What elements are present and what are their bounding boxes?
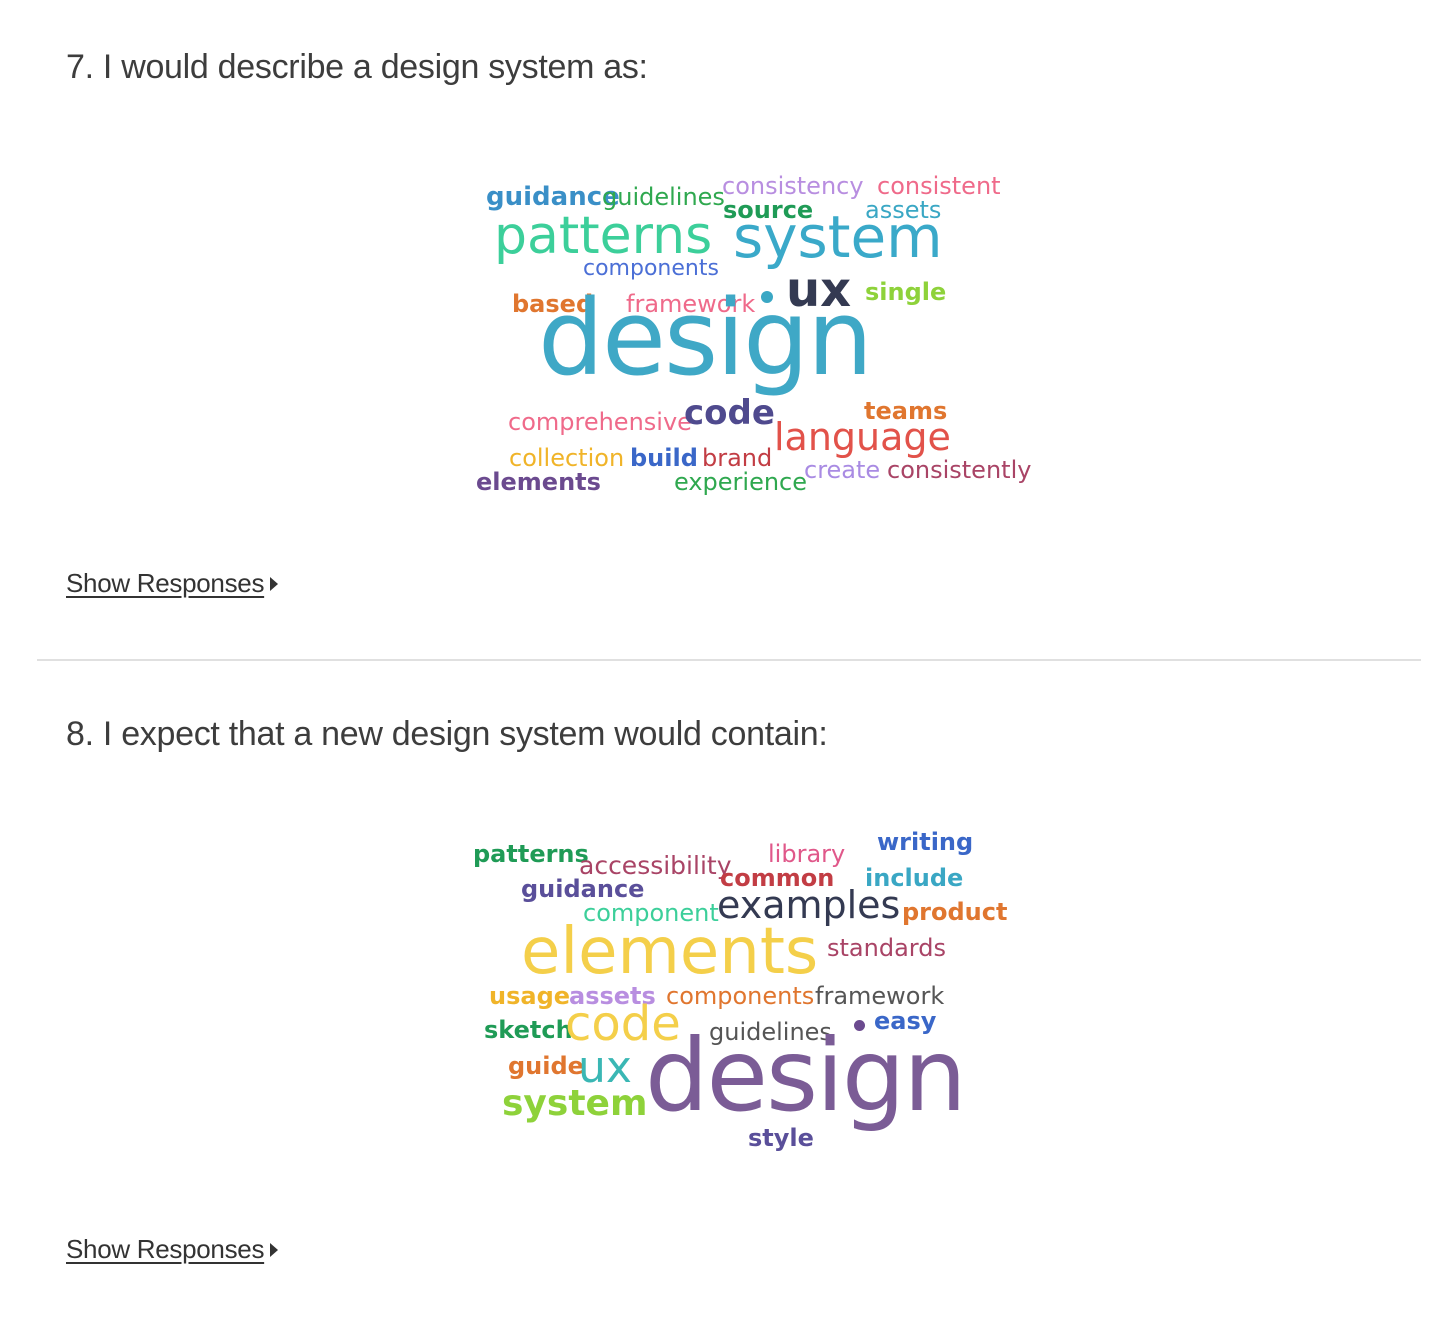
show-responses-label: Show Responses xyxy=(66,568,265,598)
question-7-title: 7. I would describe a design system as: xyxy=(66,48,648,86)
show-responses-link-question-7[interactable]: Show Responses xyxy=(66,568,279,599)
cloud-word-build: build xyxy=(630,444,698,472)
show-responses-link-question-8[interactable]: Show Responses xyxy=(66,1234,279,1265)
cloud-word-system: system xyxy=(502,1083,648,1124)
cloud-word-teams: teams xyxy=(864,397,948,425)
cloud-word-guidelines: guidelines xyxy=(602,183,725,211)
cloud-word-writing: writing xyxy=(877,828,974,856)
cloud-word-common: common xyxy=(720,864,835,892)
cloud-word-style: style xyxy=(748,1124,814,1152)
cloud-word-accessibility: accessibility xyxy=(579,851,732,880)
cloud-word-library: library xyxy=(768,840,846,868)
cloud-word-elements: elements xyxy=(476,468,601,496)
cloud-word-usage: usage xyxy=(489,982,571,1010)
cloud-word-elements: elements xyxy=(521,915,819,989)
cloud-word-component: component xyxy=(583,899,719,927)
cloud-word-standards: standards xyxy=(827,934,946,962)
cloud-word-consistently: consistently xyxy=(887,456,1032,484)
cloud-word-framework: framework xyxy=(626,290,756,318)
cloud-word-guidelines: guidelines xyxy=(709,1018,832,1046)
cloud-word-consistent: consistent xyxy=(877,172,1001,200)
cloud-word-components: components xyxy=(583,256,719,281)
cloud-word-source: source xyxy=(723,196,814,224)
cloud-word-design: design xyxy=(645,1017,967,1134)
cloud-word-consistency: consistency xyxy=(722,172,864,200)
cloud-word-based: based xyxy=(512,290,594,318)
question-8-title: 8. I expect that a new design system wou… xyxy=(66,715,828,753)
cloud-word-single: single xyxy=(865,278,947,306)
cloud-word-ux: ux xyxy=(786,262,852,318)
cloud-word-code: code xyxy=(684,393,775,433)
cloud-word-include: include xyxy=(865,864,964,892)
cloud-word-design: design xyxy=(538,277,873,399)
cloud-word-patterns: patterns xyxy=(473,840,589,868)
caret-right-icon xyxy=(270,576,279,591)
caret-right-icon xyxy=(270,1242,279,1257)
cloud-word-language: language xyxy=(774,415,951,459)
cloud-word-guidance: guidance xyxy=(486,182,620,212)
cloud-word-code: code xyxy=(565,996,681,1052)
cloud-word-comprehensive: comprehensive xyxy=(508,408,692,436)
cloud-word-guidance: guidance xyxy=(521,875,645,903)
cloud-word-assets: assets xyxy=(569,982,656,1010)
cloud-word-framework: framework xyxy=(815,982,945,1010)
cloud-word-easy: easy xyxy=(874,1007,937,1035)
cloud-word-collection: collection xyxy=(509,444,625,472)
cloud-word-components: components xyxy=(666,982,815,1010)
cloud-word-product: product xyxy=(902,898,1008,926)
show-responses-label: Show Responses xyxy=(66,1234,265,1264)
cloud-word-assets: assets xyxy=(865,196,942,224)
cloud-word-patterns: patterns xyxy=(494,206,713,266)
cloud-word-create: create xyxy=(804,456,881,484)
section-divider xyxy=(37,659,1421,661)
cloud-word-system: system xyxy=(733,203,943,271)
cloud-word-experience: experience xyxy=(674,468,808,496)
cloud-word-brand: brand xyxy=(702,444,773,472)
cloud-word-examples: examples xyxy=(717,883,901,927)
cloud-word-ux: ux xyxy=(578,1042,632,1093)
cloud-word-guide: guide xyxy=(508,1052,584,1080)
cloud-word-sketch: sketch xyxy=(484,1016,573,1044)
